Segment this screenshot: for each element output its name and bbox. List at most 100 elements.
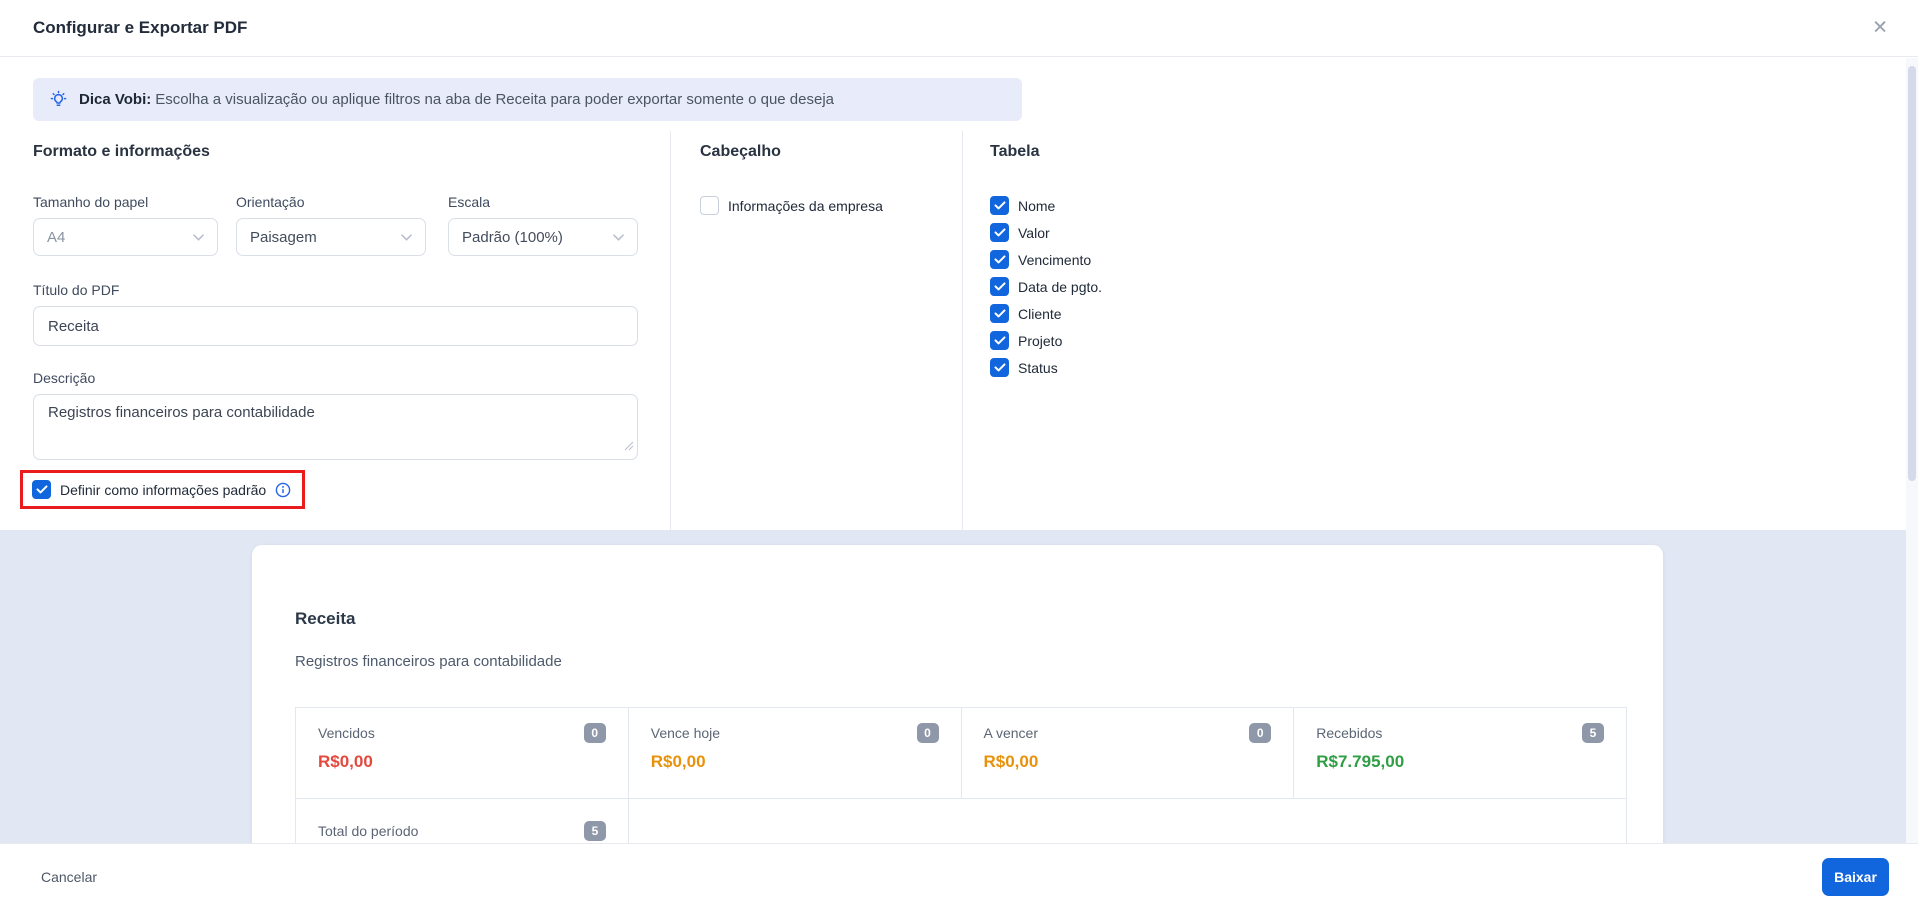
total-row-spacer xyxy=(629,799,1626,843)
select-field: Orientação Paisagem xyxy=(236,194,426,256)
stat-count-badge: 0 xyxy=(583,723,606,743)
table-column-checkbox[interactable] xyxy=(990,358,1009,377)
total-row: Total do período 5 xyxy=(296,798,1626,843)
scrollbar-thumb[interactable] xyxy=(1908,66,1916,481)
stat-value: R$0,00 xyxy=(983,752,1039,771)
scale-select[interactable]: Padrão (100%) xyxy=(448,218,638,256)
stat-count-badge: 0 xyxy=(1249,723,1272,743)
select-value: Padrão (100%) xyxy=(462,228,563,246)
description-field: Descrição Registros financeiros para con… xyxy=(33,370,638,460)
modal-footer: Cancelar Baixar xyxy=(0,843,1918,909)
select-value: Paisagem xyxy=(250,228,317,246)
stat-card: Vence hoje 0 R$0,00 xyxy=(629,708,962,798)
download-button[interactable]: Baixar xyxy=(1822,857,1889,896)
total-card: Total do período 5 xyxy=(296,799,629,843)
stat-value: R$7.795,00 xyxy=(1316,752,1405,771)
info-icon[interactable] xyxy=(275,482,291,498)
close-icon[interactable]: ✕ xyxy=(1872,17,1888,39)
checkbox-label: Projeto xyxy=(1018,332,1063,349)
modal-header: Configurar e Exportar PDF ✕ xyxy=(0,0,1918,57)
stat-value: R$0,00 xyxy=(650,752,706,771)
checkbox-label: Vencimento xyxy=(1018,251,1092,268)
checkbox-label: Data de pgto. xyxy=(1018,278,1103,295)
description-label: Descrição xyxy=(33,370,96,386)
field-label: Escala xyxy=(448,194,491,210)
company-info-checkbox[interactable] xyxy=(700,196,719,215)
table-column-option: Data de pgto. xyxy=(990,277,1102,296)
check-icon xyxy=(994,363,1005,372)
checkbox-label: Nome xyxy=(1018,197,1056,214)
check-icon xyxy=(994,336,1005,345)
table-column-option: Projeto xyxy=(990,331,1102,350)
table-column-checkbox[interactable] xyxy=(990,250,1009,269)
field-label: Orientação xyxy=(236,194,305,210)
stats-table: Vencidos 0 R$0,00 Vence hoje 0 R$0,00 A … xyxy=(295,707,1627,843)
divider xyxy=(670,131,671,530)
pdf-preview-card: Receita Registros financeiros para conta… xyxy=(252,545,1663,843)
highlight-box: Definir como informações padrão xyxy=(20,470,306,509)
stat-count-badge: 5 xyxy=(1582,723,1604,743)
cancel-button[interactable]: Cancelar xyxy=(41,868,98,885)
scrollbar-track[interactable] xyxy=(1906,58,1918,909)
stat-card: Vencidos 0 R$0,00 xyxy=(296,708,629,798)
modal-title: Configurar e Exportar PDF xyxy=(33,18,248,37)
chevron-down-icon xyxy=(193,233,204,241)
tip-text: Dica Vobi: Escolha a visualização ou apli… xyxy=(79,91,834,108)
check-icon xyxy=(994,282,1005,291)
table-column-option: Valor xyxy=(990,223,1102,242)
orientation-select[interactable]: Paisagem xyxy=(236,218,426,256)
stat-label: Vence hoje xyxy=(650,725,721,741)
table-column-checkbox[interactable] xyxy=(990,277,1009,296)
checkbox-label: Status xyxy=(1018,359,1058,376)
default-info-label: Definir como informações padrão xyxy=(60,481,267,498)
company-info-label: Informações da empresa xyxy=(728,197,883,214)
check-icon xyxy=(36,485,47,494)
check-icon xyxy=(994,201,1005,210)
table-column-option: Nome xyxy=(990,196,1102,215)
lightbulb-icon xyxy=(48,89,69,110)
preview-title: Receita xyxy=(295,609,356,628)
stat-count-badge: 0 xyxy=(916,723,939,743)
format-section-title: Formato e informações xyxy=(33,143,210,160)
table-column-checkbox[interactable] xyxy=(990,331,1009,350)
check-icon xyxy=(994,228,1005,237)
paper-size-select[interactable]: A4 xyxy=(33,218,218,256)
select-field: Escala Padrão (100%) xyxy=(448,194,638,256)
pdf-title-label: Título do PDF xyxy=(33,282,120,298)
chevron-down-icon xyxy=(613,233,624,241)
cabecalho-section-title: Cabeçalho xyxy=(700,143,781,160)
stat-card: Recebidos 5 R$7.795,00 xyxy=(1294,708,1626,798)
table-column-option: Status xyxy=(990,358,1102,377)
select-field: Tamanho do papel A4 xyxy=(33,194,218,256)
checkbox-label: Cliente xyxy=(1018,305,1062,322)
stat-value: R$0,00 xyxy=(318,752,373,771)
tip-bold: Dica Vobi: xyxy=(79,91,152,108)
table-column-option: Vencimento xyxy=(990,250,1102,269)
format-selects-row: Tamanho do papel A4 Orientação Paisagem … xyxy=(33,194,638,256)
tabela-section-title: Tabela xyxy=(990,143,1040,160)
default-info-checkbox[interactable] xyxy=(32,480,51,499)
pdf-title-field: Título do PDF xyxy=(33,282,638,346)
check-icon xyxy=(994,255,1005,264)
description-textarea[interactable]: Registros financeiros para contabilidade xyxy=(33,394,638,460)
checkbox-label: Valor xyxy=(1018,224,1050,241)
total-label: Total do período xyxy=(318,823,419,839)
company-info-option: Informações da empresa xyxy=(700,196,883,215)
pdf-title-input[interactable] xyxy=(33,306,638,346)
chevron-down-icon xyxy=(401,233,412,241)
preview-subtitle: Registros financeiros para contabilidade xyxy=(295,653,562,670)
divider xyxy=(962,131,963,530)
table-column-checkbox[interactable] xyxy=(990,223,1009,242)
preview-area: Receita Registros financeiros para conta… xyxy=(0,530,1906,843)
stat-label: Vencidos xyxy=(318,725,375,741)
stat-label: Recebidos xyxy=(1316,725,1383,741)
tip-banner: Dica Vobi: Escolha a visualização ou apli… xyxy=(33,78,1022,121)
table-columns-list: Nome Valor Vencimento Data de pgto. Clie… xyxy=(990,196,1102,377)
stat-label: A vencer xyxy=(983,725,1038,741)
table-column-checkbox[interactable] xyxy=(990,304,1009,323)
check-icon xyxy=(994,309,1005,318)
total-count-badge: 5 xyxy=(584,821,606,841)
stat-card: A vencer 0 R$0,00 xyxy=(962,708,1295,798)
table-column-option: Cliente xyxy=(990,304,1102,323)
table-column-checkbox[interactable] xyxy=(990,196,1009,215)
